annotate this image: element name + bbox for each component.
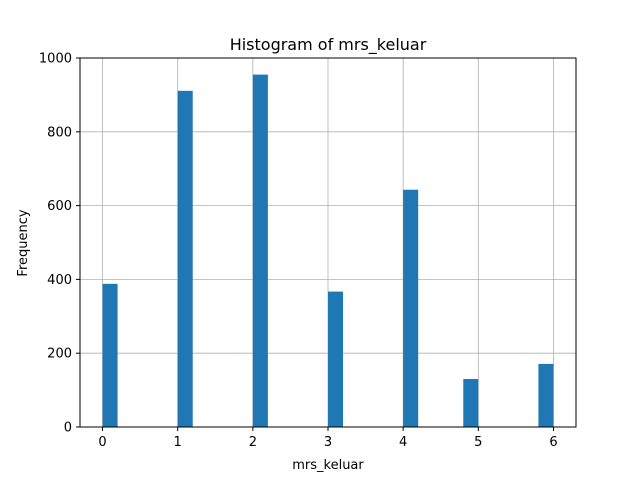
y-tick-label: 400 — [47, 273, 72, 288]
x-tick-label: 5 — [474, 435, 482, 450]
x-tick-label: 1 — [174, 435, 182, 450]
chart-title: Histogram of mrs_keluar — [230, 35, 427, 55]
x-tick-label: 3 — [324, 435, 332, 450]
histogram-bar-4 — [403, 189, 419, 427]
histogram-bar-1 — [177, 90, 193, 427]
y-tick-label: 200 — [47, 347, 72, 362]
y-tick-label: 1000 — [39, 52, 72, 67]
x-tick-label: 0 — [98, 435, 106, 450]
tick-layer: 0 1 2 3 4 5 6 0 200 400 600 800 1000 — [39, 52, 558, 451]
histogram-bar-2 — [252, 74, 268, 427]
bar-layer — [102, 74, 554, 427]
y-tick-label: 800 — [47, 125, 72, 140]
x-axis-title: mrs_keluar — [292, 458, 364, 473]
x-tick-label: 4 — [399, 435, 407, 450]
y-tick-label: 0 — [64, 421, 72, 436]
histogram-bar-6 — [538, 363, 554, 427]
histogram-bar-5 — [463, 379, 479, 427]
histogram-bar-0 — [102, 283, 118, 427]
histogram-bar-3 — [328, 291, 344, 427]
y-tick-label: 600 — [47, 199, 72, 214]
x-tick-label: 6 — [549, 435, 557, 450]
y-axis-title: Frequency — [16, 209, 31, 276]
x-tick-label: 2 — [249, 435, 257, 450]
